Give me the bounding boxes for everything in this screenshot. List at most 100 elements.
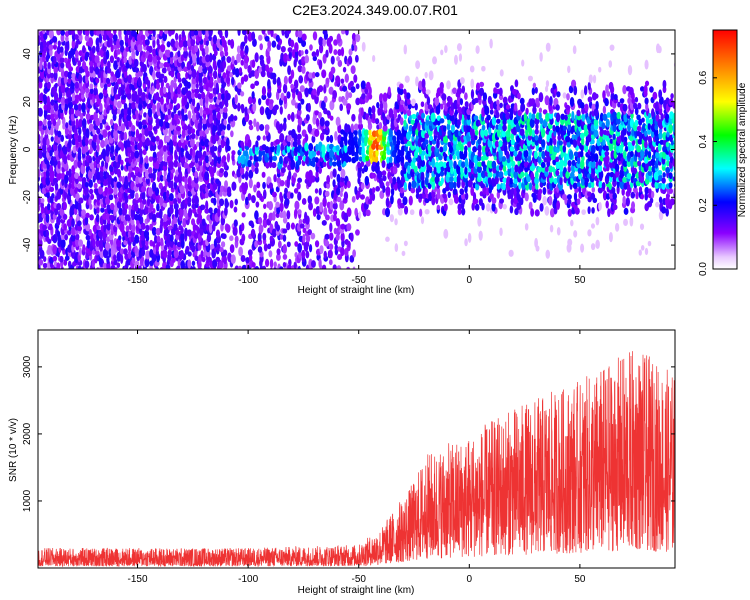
spectrogram-cell bbox=[113, 30, 117, 35]
spectrogram-cell bbox=[53, 55, 57, 65]
spectrogram-cell bbox=[287, 113, 291, 121]
spectrogram-cell bbox=[513, 102, 518, 112]
spectrogram-cell bbox=[167, 91, 172, 100]
spectrogram-cell bbox=[296, 182, 301, 190]
spectrogram-cell bbox=[424, 71, 428, 79]
spectrogram-cell bbox=[217, 92, 223, 101]
spectrogram-cell bbox=[127, 214, 131, 222]
spectrogram-cell bbox=[342, 85, 348, 92]
spectrogram-cell bbox=[631, 201, 635, 210]
spectrogram-cell bbox=[340, 78, 345, 84]
spectrogram-cell bbox=[224, 180, 229, 189]
spectrogram-cell bbox=[199, 164, 204, 174]
spectrogram-cell bbox=[636, 114, 641, 121]
spectrogram-cell bbox=[555, 161, 560, 170]
spectrogram-cell bbox=[70, 226, 77, 236]
spectrogram-cell bbox=[74, 172, 80, 180]
spectrogram-cell bbox=[176, 118, 181, 125]
spectrogram-cell bbox=[420, 216, 425, 225]
spectrogram-cell bbox=[273, 174, 277, 183]
spectrogram-cell bbox=[261, 150, 266, 156]
spectrogram-cell bbox=[46, 160, 50, 170]
spectrogram-cell bbox=[510, 138, 516, 146]
spectrogram-cell bbox=[672, 158, 675, 168]
spectrogram-cell bbox=[448, 159, 453, 169]
spectrogram-cell bbox=[297, 30, 303, 38]
spectrogram-cell bbox=[123, 139, 128, 149]
spectrogram-cell bbox=[148, 172, 154, 179]
spectrogram-cell bbox=[644, 80, 650, 87]
spectrogram-cell bbox=[183, 125, 189, 131]
spectrogram-cell bbox=[45, 229, 50, 238]
spectrogram-cell bbox=[167, 249, 173, 256]
spectrogram-cell bbox=[276, 224, 281, 232]
spectrogram-cell bbox=[382, 124, 388, 132]
spectrogram-cell bbox=[527, 135, 532, 141]
spectrogram-cell bbox=[452, 154, 456, 160]
spectrogram-cell bbox=[67, 138, 72, 149]
spectrogram-cell bbox=[499, 69, 504, 77]
spectrogram-cell bbox=[294, 42, 299, 53]
spectrogram-cell bbox=[243, 55, 250, 64]
spectrogram-cell bbox=[552, 83, 557, 90]
spectrogram-cell bbox=[539, 202, 544, 212]
spectrogram-cell bbox=[406, 92, 411, 100]
spectrogram-cell bbox=[606, 112, 611, 118]
spectrogram-cell bbox=[141, 119, 147, 126]
spectrogram-cell bbox=[155, 266, 159, 269]
spectrogram-cell bbox=[99, 239, 104, 249]
spectrogram-cell bbox=[343, 191, 349, 201]
spectrogram-cell bbox=[328, 259, 333, 266]
spectrogram-cell bbox=[102, 129, 108, 138]
spectrogram-cell bbox=[353, 135, 358, 142]
spectrogram-cell bbox=[311, 51, 317, 58]
spectrogram-cell bbox=[155, 70, 161, 79]
spectrogram-cell bbox=[220, 241, 226, 248]
spectrogram-cell bbox=[571, 159, 576, 167]
spectrogram-cell bbox=[59, 149, 64, 159]
spectrogram-cell bbox=[622, 149, 627, 160]
spectrogram-cell bbox=[128, 204, 132, 211]
spectrogram-cell bbox=[467, 179, 473, 188]
spectrogram-cell bbox=[105, 49, 110, 60]
spectrogram-cell bbox=[250, 222, 255, 229]
spectrogram-cell bbox=[453, 176, 458, 183]
spectrogram-cell bbox=[197, 93, 202, 100]
spectrogram-cell bbox=[503, 144, 508, 154]
spectrogram-cell bbox=[71, 138, 77, 146]
spectrogram-cell bbox=[611, 187, 616, 195]
spectrogram-cell bbox=[154, 234, 158, 244]
spectrogram-cell bbox=[191, 166, 196, 173]
spectrogram-cell bbox=[587, 229, 592, 237]
spectrogram-cell bbox=[151, 136, 157, 143]
spectrogram-cell bbox=[164, 114, 169, 122]
spectrogram-cell bbox=[502, 96, 508, 104]
spectrogram-cell bbox=[275, 120, 281, 131]
spectrogram-cell bbox=[350, 123, 354, 133]
spectrogram-cell bbox=[624, 145, 629, 152]
spectrogram-cell bbox=[73, 159, 79, 169]
spectrogram-cell bbox=[576, 117, 582, 127]
spectrogram-cell bbox=[472, 146, 478, 153]
spectrogram-cell bbox=[143, 112, 147, 118]
spectrogram-cell bbox=[307, 195, 313, 204]
spectrogram-cell bbox=[48, 44, 54, 51]
spectrogram-cell bbox=[661, 177, 666, 184]
spectrogram-cell bbox=[626, 172, 632, 180]
spectrogram-cell bbox=[545, 80, 550, 88]
spectrogram-cell bbox=[464, 166, 468, 175]
spectrogram-cell bbox=[340, 223, 346, 230]
spectrogram-cell bbox=[134, 245, 138, 254]
spectrogram-cell bbox=[66, 62, 72, 69]
spectrogram-cell bbox=[581, 113, 586, 122]
spectrogram-cell bbox=[190, 64, 195, 72]
spectrogram-cell bbox=[293, 188, 299, 194]
spectrogram-cell bbox=[77, 60, 82, 67]
spectrogram-cell bbox=[212, 124, 218, 132]
spectrogram-cell bbox=[226, 56, 232, 64]
spectrogram-cell bbox=[71, 55, 76, 64]
spectrogram-cell bbox=[123, 248, 128, 256]
spectrogram-cell bbox=[389, 214, 394, 223]
spectrogram-cell bbox=[489, 109, 494, 115]
spectrogram-cell bbox=[201, 204, 206, 210]
